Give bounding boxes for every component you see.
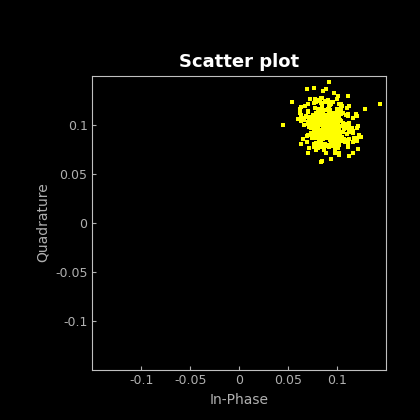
Channel 1 — [334, 128, 339, 133]
Channel 1 — [318, 159, 323, 164]
Y-axis label: Quadrature: Quadrature — [35, 183, 50, 262]
Channel 1 — [332, 144, 337, 149]
Channel 1 — [330, 129, 335, 134]
Channel 1 — [326, 145, 331, 150]
X-axis label: In-Phase: In-Phase — [210, 393, 269, 407]
Channel 1 — [317, 137, 322, 142]
Channel 1 — [326, 80, 331, 85]
Line: Channel 1: Channel 1 — [281, 81, 382, 163]
Channel 1 — [322, 127, 327, 132]
Channel 1 — [339, 137, 344, 142]
Channel 1 — [342, 122, 347, 127]
Title: Scatter plot: Scatter plot — [179, 53, 299, 71]
